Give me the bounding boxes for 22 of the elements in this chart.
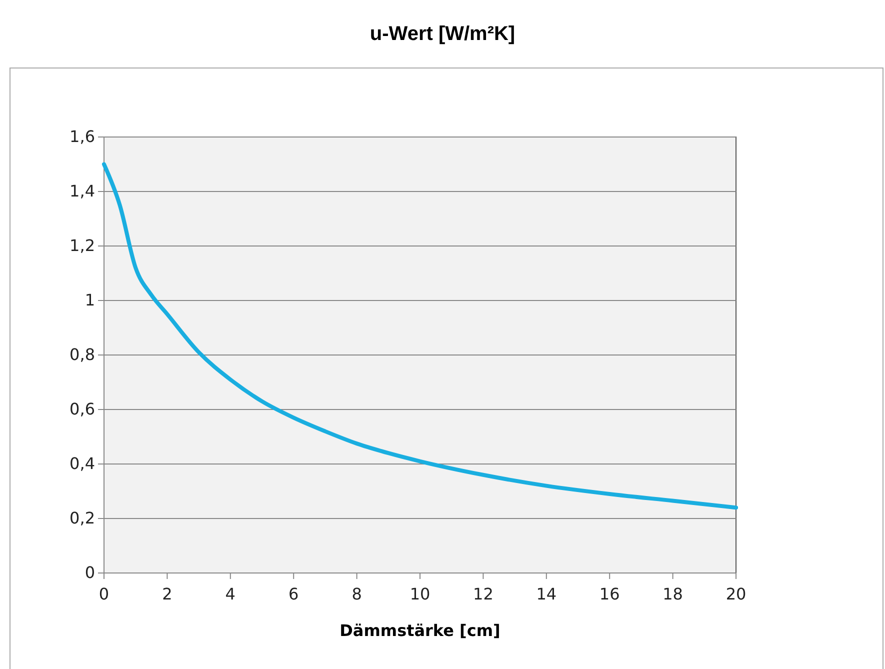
x-tick-label: 18 [662, 584, 683, 604]
y-tick-label: 0,4 [70, 454, 95, 474]
y-tick-label: 0,2 [70, 508, 95, 528]
x-tick-label: 14 [536, 584, 557, 604]
x-axis-title: Dämmstärke [cm] [340, 621, 500, 640]
y-tick-label: 1 [84, 290, 95, 310]
x-tick-label: 2 [162, 584, 172, 604]
x-tick-label: 8 [352, 584, 362, 604]
y-tick-label: 0 [84, 563, 95, 582]
x-tick-label: 16 [599, 584, 620, 604]
x-tick-label: 10 [410, 584, 430, 604]
chart-title: u-Wert [W/m²K] [370, 23, 516, 45]
y-tick-label: 1,6 [70, 127, 95, 146]
y-tick-label: 1,4 [70, 182, 95, 201]
y-tick-label: 1,2 [70, 236, 95, 256]
y-tick-label: 0,6 [70, 400, 95, 419]
y-tick-label: 0,8 [70, 345, 95, 364]
x-tick-label: 20 [726, 584, 746, 604]
x-tick-label: 0 [98, 584, 110, 604]
x-tick-label: 6 [288, 584, 299, 604]
x-tick-label: 4 [225, 584, 236, 604]
x-tick-label: 12 [473, 584, 494, 604]
